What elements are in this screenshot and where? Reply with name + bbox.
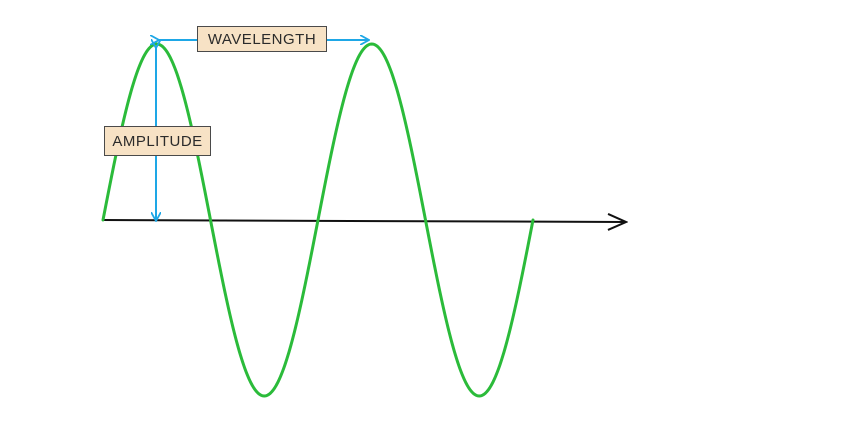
transverse-wave — [101, 42, 535, 398]
wavelength-label: WAVELENGTH — [197, 26, 327, 52]
horizontal-axis-arrow — [102, 220, 626, 222]
amplitude-label: AMPLITUDE — [104, 126, 211, 156]
